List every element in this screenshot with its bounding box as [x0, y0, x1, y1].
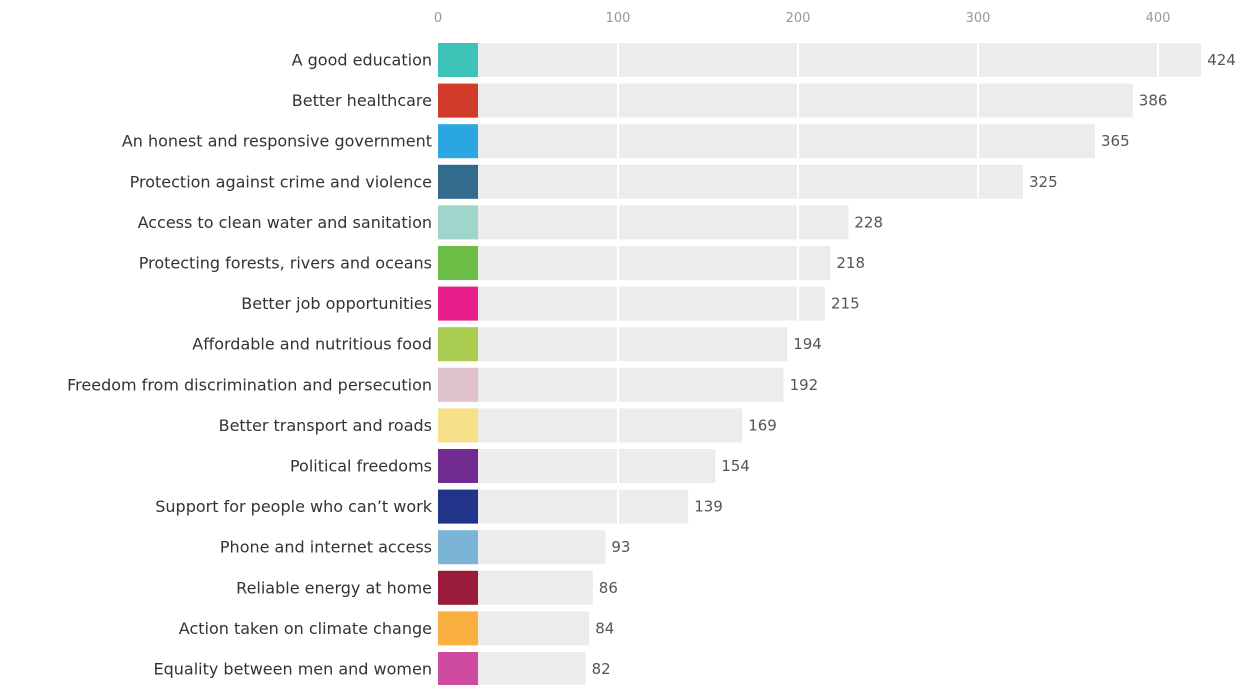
value-label: 194	[793, 335, 822, 353]
category-label: Reliable energy at home	[236, 578, 432, 597]
x-tick-label: 300	[966, 11, 991, 26]
bar-track	[438, 449, 716, 483]
bar-color-swatch	[438, 530, 478, 565]
category-label: An honest and responsive government	[122, 132, 432, 151]
bar-color-swatch	[438, 83, 478, 118]
bar-track	[438, 327, 788, 362]
value-label: 169	[748, 416, 777, 434]
bar-color-swatch	[438, 367, 478, 402]
value-label: 84	[595, 619, 614, 637]
category-label: Political freedoms	[290, 457, 432, 476]
bar-color-swatch	[438, 246, 478, 280]
category-label: Support for people who can’t work	[155, 497, 432, 516]
value-label: 154	[721, 457, 750, 475]
value-label: 215	[831, 295, 860, 313]
bar-track	[438, 164, 1023, 199]
bar-track	[438, 489, 689, 524]
value-label: 86	[599, 579, 618, 597]
x-tick-label: 0	[434, 11, 442, 26]
category-label: Phone and internet access	[220, 538, 432, 557]
bar-track	[438, 367, 784, 402]
bar-color-swatch	[438, 205, 478, 240]
bar-color-swatch	[438, 489, 478, 524]
value-label: 228	[854, 213, 883, 231]
bar-color-swatch	[438, 124, 478, 159]
bar-color-swatch	[438, 652, 478, 685]
category-label: Equality between men and women	[154, 660, 433, 679]
bar-track	[438, 124, 1095, 159]
bar-track	[438, 408, 743, 443]
bar-color-swatch	[438, 611, 478, 646]
bar-color-swatch	[438, 570, 478, 605]
bar-color-swatch	[438, 327, 478, 362]
category-label: Protecting forests, rivers and oceans	[139, 254, 432, 273]
x-tick-label: 400	[1146, 11, 1171, 26]
bar-track	[438, 286, 825, 321]
bar-track	[438, 43, 1202, 77]
bar-color-swatch	[438, 449, 478, 483]
bar-color-swatch	[438, 164, 478, 199]
bar-track	[438, 83, 1133, 118]
bar-color-swatch	[438, 408, 478, 443]
value-label: 218	[836, 254, 865, 272]
value-label: 93	[611, 538, 630, 556]
value-label: 192	[790, 376, 819, 394]
category-label: Affordable and nutritious food	[192, 335, 432, 354]
category-label: A good education	[292, 51, 432, 70]
bars	[438, 43, 1202, 685]
bar-color-swatch	[438, 286, 478, 321]
x-tick-label: 200	[786, 11, 811, 26]
category-label: Better transport and roads	[219, 416, 432, 435]
x-tick-label: 100	[606, 11, 631, 26]
category-label: Protection against crime and violence	[130, 172, 432, 191]
value-label: 325	[1029, 173, 1058, 191]
labels: A good education 424 Better healthcare 386 A…	[67, 43, 1236, 685]
bar-track	[438, 205, 849, 240]
value-label: 82	[592, 660, 611, 678]
value-label: 424	[1207, 51, 1236, 69]
category-label: Better healthcare	[292, 91, 432, 110]
grid-lines	[617, 41, 1159, 685]
value-label: 139	[694, 498, 723, 516]
value-label: 365	[1101, 132, 1130, 150]
bar-track	[438, 246, 831, 280]
x-axis-ticks: 0 100 200 300 400	[434, 11, 1171, 26]
category-label: Access to clean water and sanitation	[138, 213, 432, 232]
bar-color-swatch	[438, 43, 478, 77]
category-label: Freedom from discrimination and persecut…	[67, 375, 432, 394]
category-label: Better job opportunities	[241, 294, 432, 313]
category-label: Action taken on climate change	[179, 619, 432, 638]
value-label: 386	[1139, 92, 1168, 110]
